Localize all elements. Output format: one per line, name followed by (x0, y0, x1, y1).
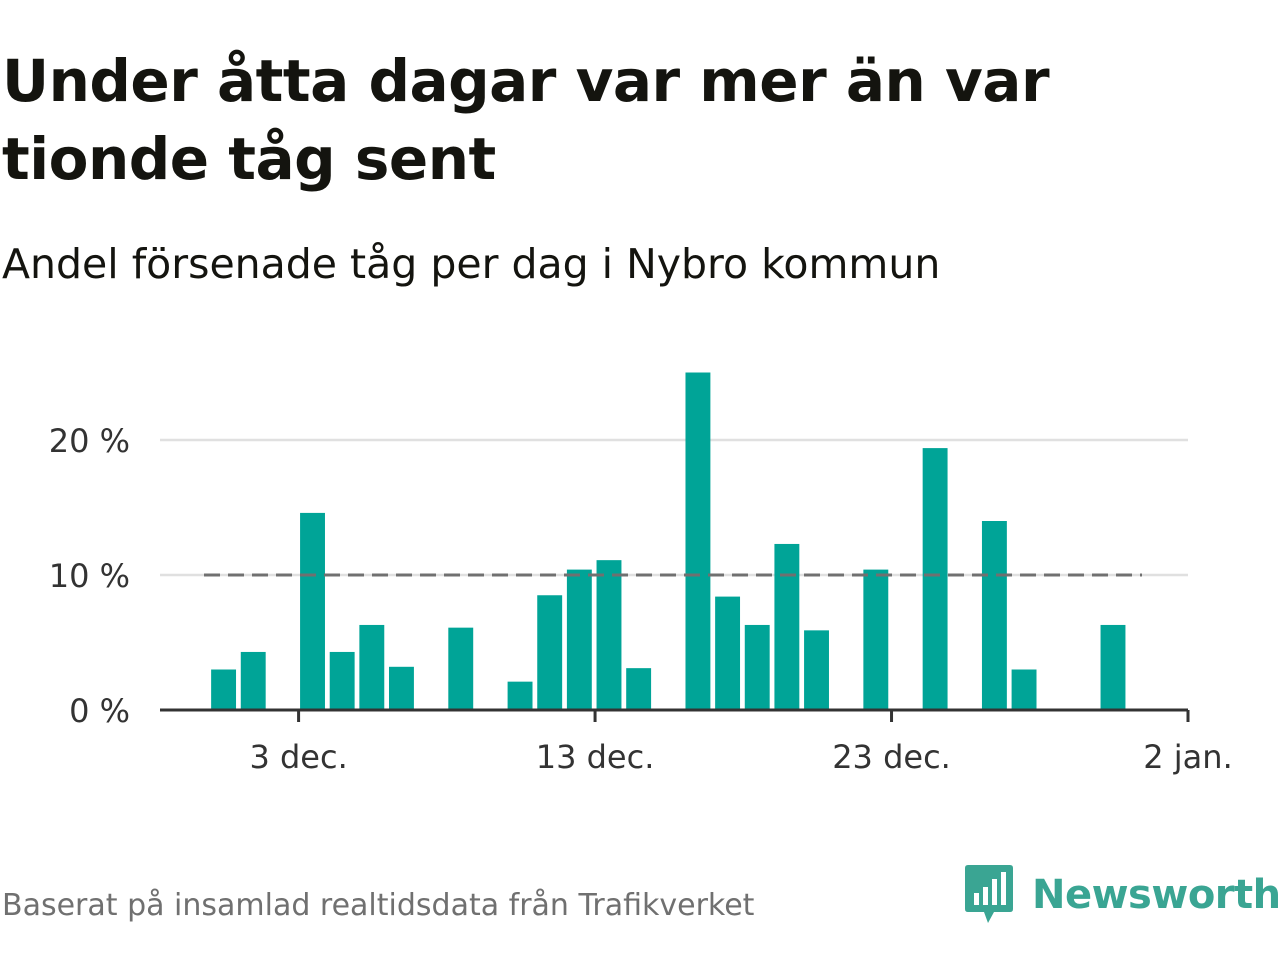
bar (922, 448, 948, 710)
bar (685, 372, 711, 710)
bar (566, 569, 592, 710)
chart-title: Under åtta dagar var mer än var tionde t… (2, 47, 1050, 193)
source-note: Baserat på insamlad realtidsdata från Tr… (2, 888, 755, 923)
y-tick-label: 10 % (49, 557, 130, 595)
bar (359, 624, 385, 710)
bar (300, 512, 325, 710)
x-tick-label: 2 jan. (1143, 738, 1232, 776)
bar (774, 543, 800, 710)
bars (211, 372, 1126, 710)
bar (863, 569, 889, 710)
bar (804, 630, 829, 710)
axes: 0 % 10 % 20 % 3 dec. 13 dec. 23 dec. 2 jan. (49, 422, 1233, 776)
x-tick-label: 3 dec. (249, 738, 347, 776)
bar (329, 651, 355, 710)
bar (981, 521, 1007, 710)
bar (626, 668, 652, 710)
bar (211, 669, 237, 710)
bar-chart: 0 % 10 % 20 % 3 dec. 13 dec. 23 dec. 2 jan. (49, 372, 1233, 776)
newsworthy-chart-icon (965, 865, 1013, 923)
x-tick-label: 13 dec. (536, 738, 655, 776)
logo-text: Newsworthy (1032, 872, 1280, 918)
bar (1100, 624, 1126, 710)
bar (744, 624, 770, 710)
y-tick-label: 20 % (49, 422, 130, 460)
chart-subtitle: Andel försenade tåg per dag i Nybro komm… (2, 240, 941, 288)
bar (596, 560, 622, 710)
bar (1011, 669, 1037, 710)
bar (715, 596, 741, 710)
bar (389, 666, 414, 710)
bar (240, 651, 266, 710)
bar (448, 627, 474, 710)
newsworthy-logo: Newsworthy (964, 862, 1280, 928)
bar (507, 681, 533, 710)
x-tick-label: 23 dec. (832, 738, 951, 776)
y-tick-label: 0 % (69, 692, 130, 730)
bar (537, 595, 563, 710)
